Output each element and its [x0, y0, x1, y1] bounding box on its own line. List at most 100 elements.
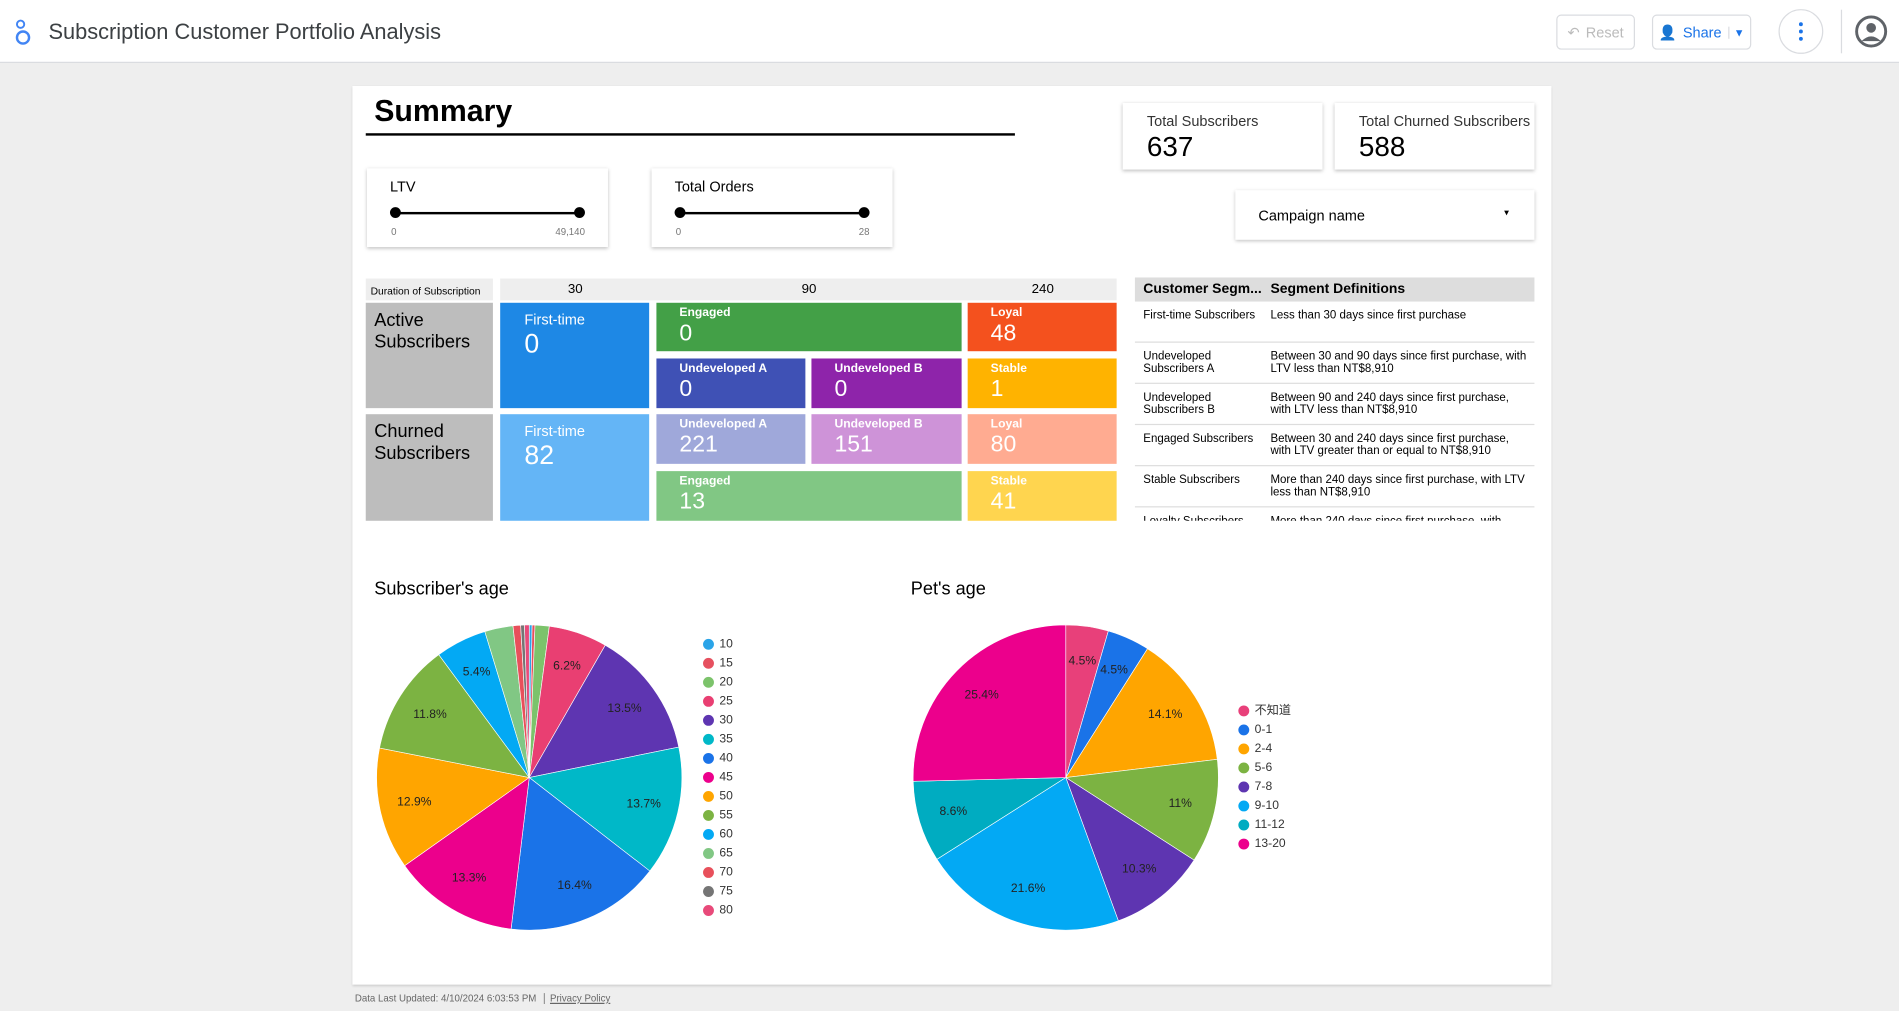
slice-label: 4.5%: [1100, 663, 1128, 677]
scorecard: Total Subscribers 637: [1122, 102, 1323, 170]
table-cell: Undeveloped Subscribers B: [1143, 391, 1215, 417]
matrix-row-header: Active Subscribers: [365, 302, 493, 409]
legend-label: 30: [719, 713, 733, 727]
legend-swatch: [703, 638, 714, 650]
campaign-dropdown[interactable]: Campaign name ▾: [1235, 190, 1535, 240]
slice-label: 12.9%: [397, 794, 432, 808]
cell-value: 80: [990, 432, 1017, 458]
slider-max: 49,140: [555, 226, 585, 238]
dropdown-label: Campaign name: [1258, 207, 1365, 225]
slider-handle[interactable]: [574, 207, 585, 218]
pie-slice: [912, 777, 1067, 860]
cell-value: 221: [679, 432, 718, 458]
section-title: Summary: [374, 94, 513, 129]
legend-label: 20: [719, 675, 733, 689]
pie-slice: [1065, 776, 1195, 922]
top-bar: Subscription Customer Portfolio Analysis…: [0, 0, 1899, 63]
legend-label: 不知道: [1255, 703, 1291, 717]
legend-label: 75: [719, 884, 733, 898]
slice-label: 13.3%: [452, 871, 487, 885]
matrix-row-header: Churned Subscribers: [365, 414, 493, 521]
table-cell: First-time Subscribers: [1143, 308, 1256, 323]
slider-filter[interactable]: Total Orders 0 28: [651, 168, 893, 248]
matrix-cell: First-time 82: [500, 414, 650, 521]
legend-swatch: [703, 809, 714, 821]
legend-label: 65: [719, 846, 733, 860]
slice-label: 6.2%: [553, 658, 581, 672]
slice-label: 11.8%: [413, 707, 447, 721]
footer: Data Last Updated: 4/10/2024 6:03:53 PM …: [355, 993, 611, 1005]
legend-label: 13-20: [1255, 836, 1286, 850]
privacy-link[interactable]: Privacy Policy: [543, 993, 611, 1005]
legend-swatch: [703, 657, 714, 669]
matrix-cell: Stable 41: [967, 471, 1117, 521]
legend-swatch: [1238, 762, 1250, 774]
slice-label: 16.4%: [557, 878, 592, 892]
slider-min: 0: [675, 226, 682, 238]
report-title: Subscription Customer Portfolio Analysis: [48, 19, 442, 44]
legend-label: 15: [719, 656, 733, 670]
scorecard: Total Churned Subscribers 588: [1334, 102, 1535, 170]
share-button[interactable]: 👤 Share ▼: [1651, 14, 1752, 50]
table-header: Customer Segm... Segment Definitions: [1134, 277, 1535, 302]
logo: [15, 19, 31, 45]
slice-label: 8.6%: [940, 804, 968, 818]
slice-label: 13.7%: [627, 796, 662, 810]
chart-title: Subscriber's age: [374, 579, 509, 599]
matrix-cell: Stable 1: [967, 358, 1117, 409]
legend-swatch: [703, 752, 714, 764]
more-button[interactable]: [1778, 8, 1824, 54]
slice-label: 13.5%: [607, 701, 642, 715]
cell-value: 1: [990, 376, 1004, 403]
legend-swatch: [1238, 781, 1250, 793]
cell-label: First-time: [524, 311, 585, 329]
slider-min: 0: [391, 226, 397, 238]
cell-label: Undeveloped B: [834, 362, 923, 376]
table-row: Engaged Subscribers Between 30 and 240 da…: [1134, 425, 1535, 467]
pie-slice: [912, 624, 1067, 782]
legend-swatch: [703, 905, 714, 916]
reset-button[interactable]: ↶ Reset: [1556, 14, 1635, 50]
slider-handle[interactable]: [389, 207, 401, 218]
account-avatar[interactable]: [1854, 15, 1888, 49]
table-row: Stable Subscribers More than 240 days sin…: [1134, 466, 1535, 508]
table-cell: Between 90 and 240 days since first purc…: [1270, 391, 1510, 417]
slider-handle[interactable]: [858, 207, 870, 218]
pie-slice: [404, 776, 530, 930]
table-cell: Engaged Subscribers: [1143, 432, 1254, 446]
slice-label: 10.3%: [1122, 861, 1157, 875]
matrix-cell: First-time 0: [500, 302, 650, 409]
table-row: Loyalty Subscribers More than 240 days si…: [1135, 507, 1535, 520]
table-cell: Less than 30 days since first purchase: [1270, 308, 1467, 323]
pie-slice: [376, 747, 531, 867]
legend-swatch: [703, 714, 714, 726]
table-header-cell: Customer Segm...: [1143, 282, 1262, 297]
matrix-cell: Engaged 0: [656, 302, 962, 352]
legend-label: 70: [719, 865, 733, 879]
matrix-column-header-band: [500, 278, 1117, 301]
table-cell: Between 30 and 240 days since first purc…: [1270, 432, 1510, 458]
cell-label: Undeveloped A: [679, 417, 768, 432]
matrix-column-header: 30: [567, 282, 583, 297]
matrix-cell: Loyal 48: [967, 302, 1117, 352]
slider-max: 28: [858, 226, 870, 238]
cell-label: Stable: [990, 474, 1028, 489]
cell-value: 0: [524, 328, 540, 359]
pie-slice: [1064, 759, 1219, 861]
slider-filter[interactable]: LTV 0 49,140: [366, 168, 608, 248]
slider-handle[interactable]: [674, 207, 686, 218]
legend-label: 35: [719, 732, 733, 746]
legend-label: 11-12: [1255, 817, 1285, 831]
cell-label: Engaged: [679, 306, 731, 320]
slice-label: 5.4%: [463, 665, 491, 679]
cell-value: 82: [524, 439, 555, 470]
cell-label: Loyal: [990, 417, 1023, 432]
pie-slice: [528, 746, 683, 872]
table-row: First-time Subscribers Less than 30 days …: [1134, 302, 1535, 343]
legend-swatch: [703, 848, 714, 859]
row-label: Active Subscribers: [374, 310, 471, 353]
table-cell: More than 240 days since first purchase,…: [1270, 473, 1525, 499]
cell-value: 0: [834, 376, 848, 403]
